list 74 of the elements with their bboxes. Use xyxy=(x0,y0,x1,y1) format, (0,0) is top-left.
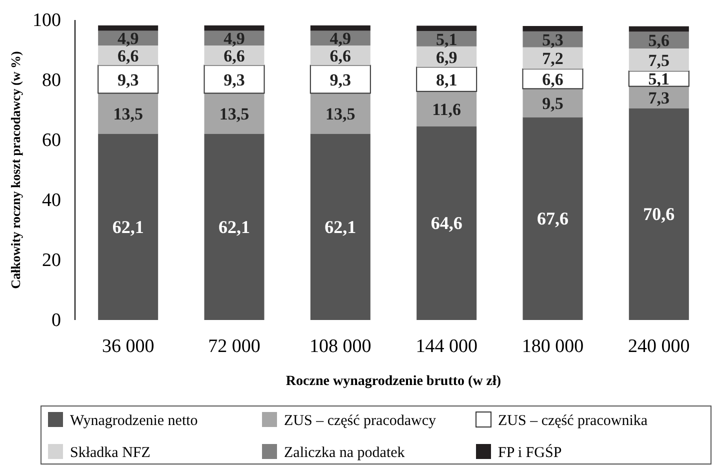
data-label: 6,6 xyxy=(330,46,352,66)
data-label: 8,1 xyxy=(436,70,458,90)
bar xyxy=(628,26,689,32)
x-tick-label: 72 000 xyxy=(208,336,260,357)
x-tick-label: 240 000 xyxy=(628,336,690,357)
data-label: 9,3 xyxy=(330,70,352,90)
bar xyxy=(416,66,478,92)
y-tick-label: 20 xyxy=(42,250,61,271)
x-tick-label: 108 000 xyxy=(310,336,372,357)
y-tick-label: 60 xyxy=(42,130,61,151)
bar xyxy=(522,26,583,32)
bar xyxy=(204,64,265,94)
data-label: 6,6 xyxy=(542,70,564,89)
data-label: 13,5 xyxy=(113,104,143,124)
y-tick-label: 100 xyxy=(32,10,61,31)
data-label: 70,6 xyxy=(643,204,675,224)
data-label: 7,2 xyxy=(542,49,564,68)
legend-label: FP i FGŚP xyxy=(498,444,562,461)
y-tick-label: 0 xyxy=(52,310,61,331)
data-label: 6,9 xyxy=(436,48,458,67)
bar xyxy=(416,31,477,46)
x-tick-label: 180 000 xyxy=(522,336,584,357)
data-label: 5,3 xyxy=(542,30,564,50)
data-label: 5,1 xyxy=(648,70,670,89)
data-label: 4,9 xyxy=(330,29,352,48)
bar xyxy=(98,64,159,94)
bar xyxy=(204,93,264,134)
data-label: 62,1 xyxy=(218,216,250,237)
data-label: 9,3 xyxy=(224,70,245,90)
legend-label: Wynagrodzenie netto xyxy=(70,413,198,429)
bar xyxy=(416,126,477,320)
data-label: 5,1 xyxy=(436,30,458,49)
data-label: 13,5 xyxy=(326,104,356,124)
legend-label: ZUS – część pracownika xyxy=(498,413,648,429)
bar xyxy=(522,88,583,118)
data-label: 67,6 xyxy=(537,208,568,229)
bar xyxy=(98,25,158,31)
data-label: 11,6 xyxy=(432,100,461,119)
data-label: 6,6 xyxy=(117,46,139,66)
bar xyxy=(522,117,583,320)
x-tick-label: 144 000 xyxy=(416,336,478,357)
x-axis-title: Roczne wynagrodzenie brutto (w zł) xyxy=(286,374,502,389)
data-label: 7,3 xyxy=(648,88,670,108)
data-label: 5,6 xyxy=(648,31,670,50)
bar xyxy=(310,93,370,134)
bar xyxy=(98,93,158,134)
data-label: 4,9 xyxy=(224,29,245,48)
bar xyxy=(522,47,583,69)
bar xyxy=(416,91,477,126)
data-label: 62,1 xyxy=(324,216,356,237)
legend-label: Składka NFZ xyxy=(70,445,150,461)
y-axis-title: Całkowity roczny koszt pracodawcy (w %) xyxy=(8,51,23,289)
data-label: 6,6 xyxy=(224,46,245,66)
data-label: 4,9 xyxy=(117,29,139,48)
data-label: 62,1 xyxy=(112,216,144,237)
y-tick-label: 40 xyxy=(42,190,61,211)
data-label: 9,3 xyxy=(117,70,139,90)
bar xyxy=(204,134,264,320)
bar xyxy=(310,25,370,31)
bar xyxy=(98,134,158,320)
data-label: 7,5 xyxy=(648,50,670,70)
bar xyxy=(310,64,371,94)
bar xyxy=(310,134,370,320)
legend-label: ZUS – część pracodawcy xyxy=(284,413,437,429)
bar xyxy=(628,108,689,320)
bar xyxy=(204,25,264,31)
x-tick-label: 36 000 xyxy=(102,336,154,357)
y-tick-label: 80 xyxy=(42,70,61,91)
legend-label: Zaliczka na podatek xyxy=(284,445,406,461)
data-label: 13,5 xyxy=(219,104,250,124)
bar xyxy=(416,26,477,32)
data-label: 9,5 xyxy=(542,94,564,113)
bar xyxy=(628,48,689,71)
data-label: 64,6 xyxy=(430,213,462,234)
